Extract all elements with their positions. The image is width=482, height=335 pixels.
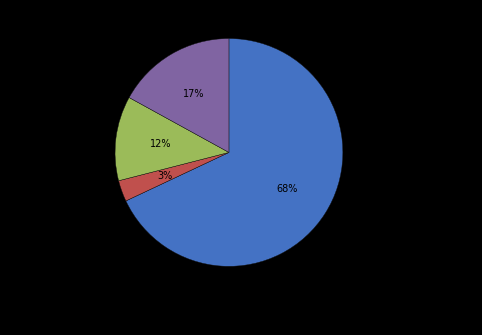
Wedge shape — [119, 152, 229, 201]
Text: 17%: 17% — [184, 88, 205, 98]
Text: 12%: 12% — [150, 139, 172, 149]
Text: 3%: 3% — [157, 171, 172, 181]
Wedge shape — [115, 97, 229, 181]
Wedge shape — [126, 39, 343, 266]
Wedge shape — [129, 39, 229, 152]
Text: 68%: 68% — [276, 184, 297, 194]
